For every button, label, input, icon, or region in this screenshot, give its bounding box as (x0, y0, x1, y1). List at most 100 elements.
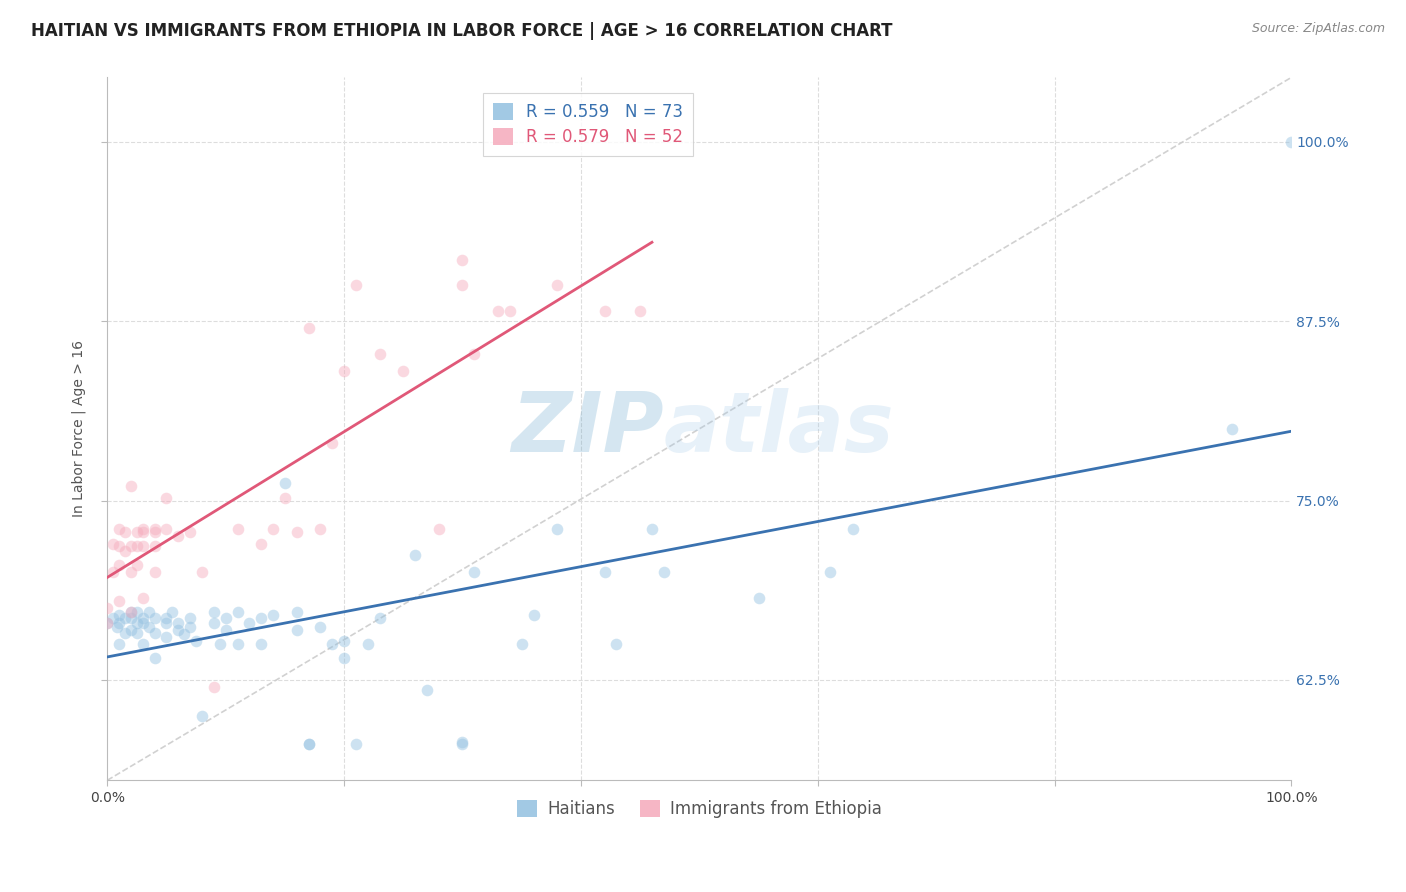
Point (108, 608, 131, 623)
Point (818, 566, 841, 580)
Point (143, 540, 166, 554)
Point (108, 594, 131, 608)
Point (143, 611, 166, 625)
Point (120, 540, 142, 554)
Point (108, 522, 131, 536)
Point (132, 637, 155, 651)
Point (120, 606, 142, 620)
Point (202, 615, 225, 630)
Point (96, 615, 118, 630)
Point (114, 611, 136, 625)
Point (108, 637, 131, 651)
Point (132, 591, 155, 606)
Point (155, 611, 177, 625)
Point (297, 321, 319, 335)
Point (108, 540, 131, 554)
Point (285, 623, 308, 637)
Point (250, 536, 273, 550)
Point (404, 548, 426, 562)
Point (108, 615, 131, 630)
Point (344, 738, 367, 752)
Point (132, 615, 155, 630)
Text: ZIP: ZIP (512, 388, 664, 469)
Point (226, 606, 249, 620)
Point (463, 347, 485, 361)
Point (105, 620, 128, 634)
Point (167, 529, 190, 543)
Point (120, 479, 142, 493)
Point (297, 738, 319, 752)
Point (125, 615, 148, 630)
Point (143, 625, 166, 640)
Point (96, 601, 118, 615)
Point (125, 606, 148, 620)
Point (262, 522, 284, 536)
Point (344, 278, 367, 293)
Point (138, 606, 160, 620)
Point (143, 651, 166, 665)
Point (138, 620, 160, 634)
Point (143, 525, 166, 540)
Point (321, 436, 343, 450)
Point (427, 522, 450, 536)
Point (357, 637, 380, 651)
Point (226, 637, 249, 651)
Point (285, 525, 308, 540)
Point (510, 637, 533, 651)
Point (451, 738, 474, 752)
Point (202, 680, 225, 694)
Legend: Haitians, Immigrants from Ethiopia: Haitians, Immigrants from Ethiopia (510, 793, 889, 825)
Point (463, 566, 485, 580)
Point (274, 476, 297, 491)
Point (309, 522, 332, 536)
Point (522, 608, 544, 623)
Point (143, 566, 166, 580)
Point (593, 566, 616, 580)
Point (125, 540, 148, 554)
Point (451, 252, 474, 267)
Point (108, 558, 131, 573)
Text: Source: ZipAtlas.com: Source: ZipAtlas.com (1251, 22, 1385, 36)
Point (605, 637, 627, 651)
Point (132, 522, 155, 536)
Point (184, 634, 207, 648)
Point (238, 615, 260, 630)
Point (593, 304, 616, 318)
Point (167, 623, 190, 637)
Point (641, 522, 664, 536)
Point (155, 630, 177, 644)
Point (628, 304, 651, 318)
Point (451, 278, 474, 293)
Point (162, 606, 184, 620)
Point (215, 611, 238, 625)
Point (309, 620, 332, 634)
Point (208, 637, 231, 651)
Point (1220, 422, 1243, 436)
Point (416, 682, 439, 697)
Point (546, 278, 568, 293)
Point (155, 615, 177, 630)
Point (215, 623, 238, 637)
Point (179, 611, 201, 625)
Point (120, 623, 142, 637)
Point (114, 525, 136, 540)
Point (103, 536, 125, 550)
Point (333, 651, 356, 665)
Point (96, 615, 118, 630)
Point (652, 566, 675, 580)
Point (297, 738, 319, 752)
Point (499, 304, 522, 318)
Point (1279, 135, 1302, 149)
Point (120, 611, 142, 625)
Point (120, 606, 142, 620)
Point (103, 566, 125, 580)
Point (486, 304, 509, 318)
Point (747, 591, 769, 606)
Point (368, 611, 391, 625)
Text: HAITIAN VS IMMIGRANTS FROM ETHIOPIA IN LABOR FORCE | AGE > 16 CORRELATION CHART: HAITIAN VS IMMIGRANTS FROM ETHIOPIA IN L… (31, 22, 893, 40)
Text: atlas: atlas (664, 388, 894, 469)
Point (191, 708, 214, 723)
Point (155, 522, 177, 536)
Point (285, 606, 308, 620)
Y-axis label: In Labor Force | Age > 16: In Labor Force | Age > 16 (72, 341, 86, 517)
